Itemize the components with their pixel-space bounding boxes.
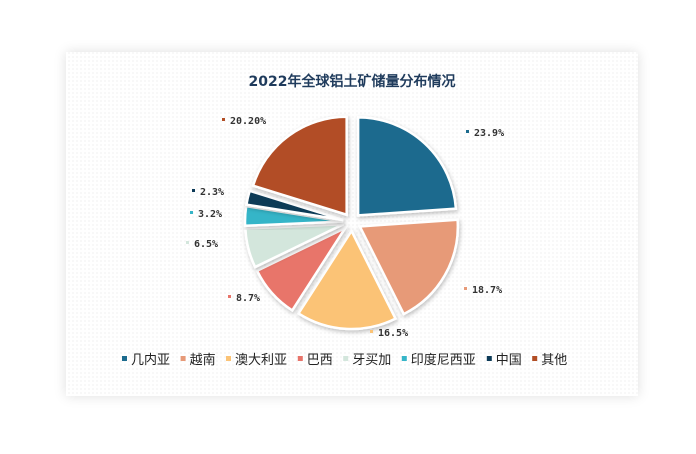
legend-item-越南: 越南	[190, 352, 216, 368]
pie-slices	[243, 115, 460, 331]
label-其他: 20.20%	[230, 116, 266, 127]
legend-swatch-巴西	[297, 356, 303, 361]
label-越南: 18.7%	[472, 285, 502, 296]
slice-牙买加	[244, 222, 344, 269]
label-巴西: 8.7%	[236, 293, 260, 304]
label-几内亚: 23.9%	[474, 128, 504, 139]
label-marker-巴西	[228, 295, 231, 298]
slice-其他	[251, 115, 348, 217]
label-marker-印度尼西亚	[190, 211, 193, 214]
legend-swatch-印度尼西亚	[401, 356, 407, 361]
slice-中国	[245, 189, 344, 222]
legend-swatch-中国	[486, 356, 492, 361]
label-marker-牙买加	[186, 241, 189, 244]
legend-item-中国: 中国	[496, 353, 522, 368]
legend-swatch-牙买加	[343, 356, 349, 361]
legend-swatch-其他	[532, 356, 538, 361]
slice-巴西	[255, 224, 349, 313]
label-marker-越南	[464, 287, 467, 290]
legend-swatch-澳大利亚	[226, 356, 231, 361]
slice-越南	[357, 218, 460, 316]
legend-swatch-几内亚	[122, 356, 127, 361]
slice-印度尼西亚	[243, 204, 344, 228]
label-牙买加: 6.5%	[194, 239, 218, 250]
chart-title: 2022年全球铝土矿储量分布情况	[249, 73, 456, 90]
legend-item-澳大利亚: 澳大利亚	[235, 352, 287, 368]
legend: 几内亚 越南 澳大利亚 巴西 牙买加 印度尼西亚 中国 其他	[122, 352, 567, 368]
card-texture	[66, 52, 638, 396]
legend-item-其他: 其他	[541, 353, 567, 368]
legend-swatch-越南	[180, 356, 186, 361]
label-marker-其他	[222, 118, 225, 121]
label-marker-几内亚	[466, 130, 469, 133]
label-中国: 2.3%	[200, 187, 224, 198]
legend-item-巴西: 巴西	[307, 353, 333, 368]
legend-item-印度尼西亚: 印度尼西亚	[411, 352, 476, 368]
legend-item-牙买加: 牙买加	[352, 353, 391, 368]
legend-item-几内亚: 几内亚	[131, 352, 170, 368]
label-marker-澳大利亚	[370, 330, 373, 333]
slice-几内亚	[356, 116, 458, 217]
slice-澳大利亚	[296, 228, 398, 331]
slice-labels: 23.9% 18.7% 16.5% 8.7% 6.5% 3.2% 2.3% 20.20%	[186, 116, 504, 339]
label-澳大利亚: 16.5%	[378, 328, 408, 339]
label-印度尼西亚: 3.2%	[198, 209, 222, 220]
label-marker-中国	[192, 189, 195, 192]
